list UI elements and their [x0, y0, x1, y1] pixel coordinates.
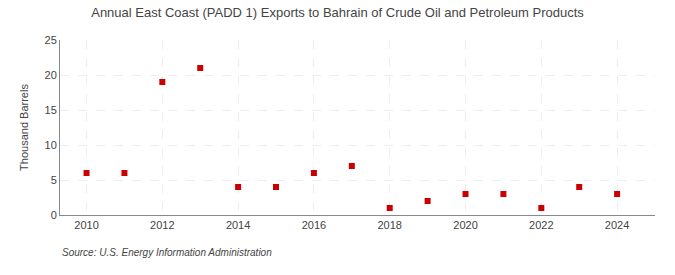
svg-text:5: 5 — [51, 174, 57, 186]
svg-text:2016: 2016 — [302, 219, 326, 231]
svg-text:2012: 2012 — [150, 219, 174, 231]
svg-text:10: 10 — [45, 139, 57, 151]
svg-text:2020: 2020 — [453, 219, 477, 231]
svg-text:Annual East Coast (PADD 1) Exp: Annual East Coast (PADD 1) Exports to Ba… — [91, 5, 584, 20]
svg-text:Thousand Barrels: Thousand Barrels — [18, 84, 30, 171]
svg-text:20: 20 — [45, 69, 57, 81]
svg-text:2022: 2022 — [529, 219, 553, 231]
svg-text:2024: 2024 — [605, 219, 629, 231]
svg-text:Source: U.S. Energy Informatio: Source: U.S. Energy Information Administ… — [62, 247, 272, 258]
svg-text:25: 25 — [45, 34, 57, 46]
svg-text:0: 0 — [51, 209, 57, 221]
svg-text:2018: 2018 — [377, 219, 401, 231]
svg-text:2010: 2010 — [74, 219, 98, 231]
svg-text:15: 15 — [45, 104, 57, 116]
svg-text:2014: 2014 — [226, 219, 250, 231]
